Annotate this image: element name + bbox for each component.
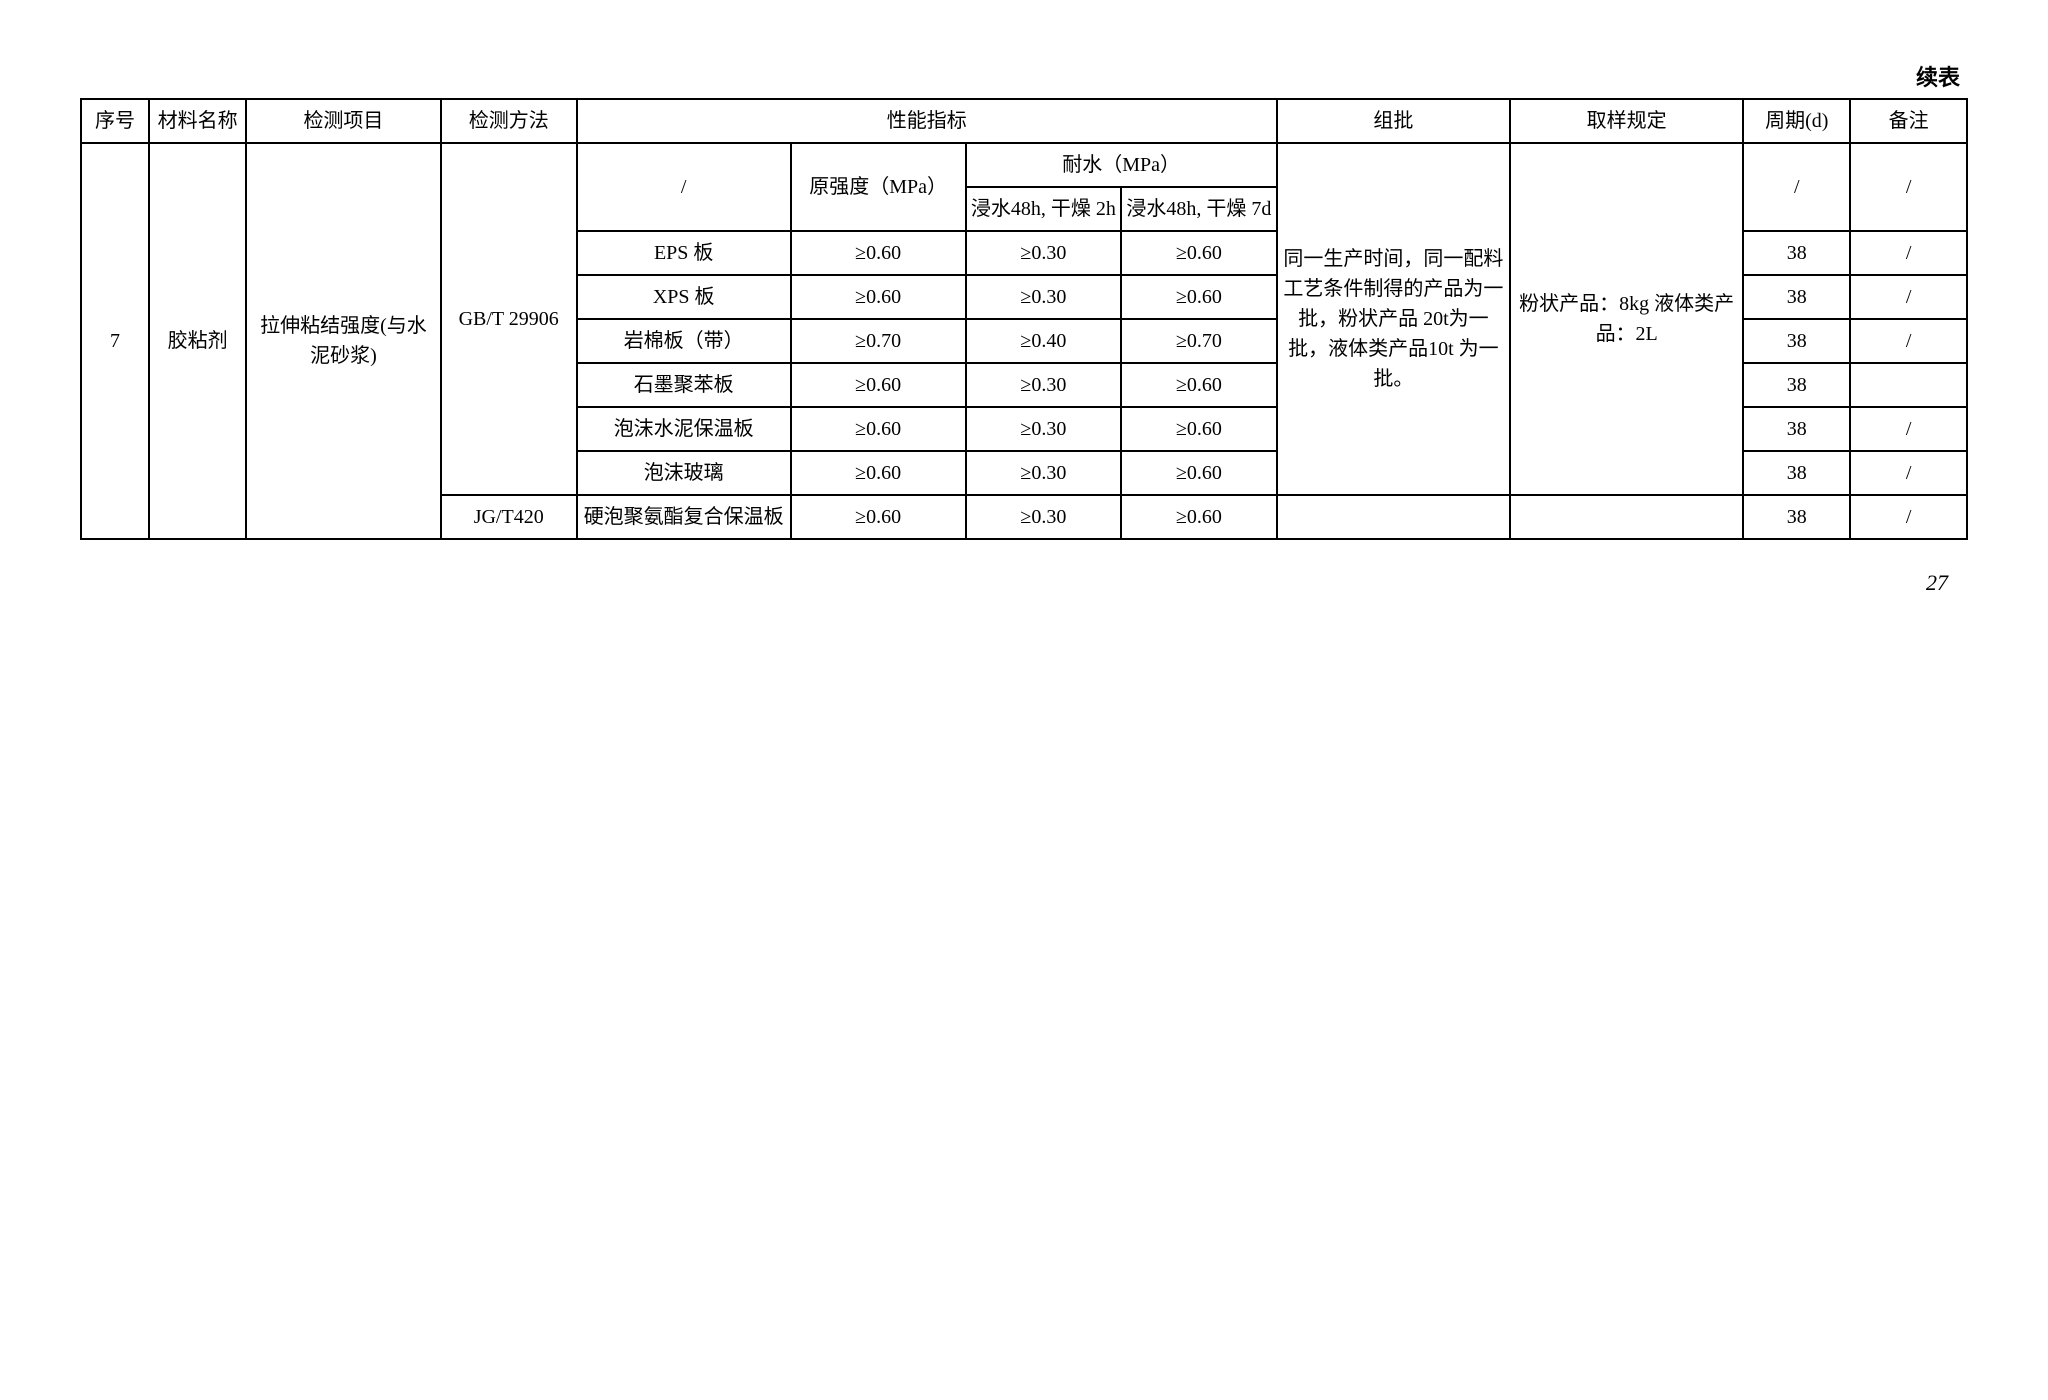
cell-name: 岩棉板（带） xyxy=(577,319,791,363)
cell-v1: ≥0.60 xyxy=(791,407,966,451)
cell-orig-strength: 原强度（MPa） xyxy=(791,143,966,231)
header-testitem: 检测项目 xyxy=(246,99,440,143)
cell-material: 胶粘剂 xyxy=(149,143,246,539)
cell-name: 泡沫水泥保温板 xyxy=(577,407,791,451)
header-material: 材料名称 xyxy=(149,99,246,143)
cell-period-slash: / xyxy=(1743,143,1850,231)
cell-v3: ≥0.60 xyxy=(1121,407,1277,451)
cell-period: 38 xyxy=(1743,319,1850,363)
cell-batch: 同一生产时间，同一配料工艺条件制得的产品为一批，粉状产品 20t为一批，液体类产… xyxy=(1277,143,1510,495)
table-row: 7 胶粘剂 拉伸粘结强度(与水泥砂浆) GB/T 29906 / 原强度（MPa… xyxy=(81,143,1967,187)
cell-v3: ≥0.60 xyxy=(1121,275,1277,319)
cell-slash: / xyxy=(577,143,791,231)
cell-note: / xyxy=(1850,231,1967,275)
cell-sampling-empty xyxy=(1510,495,1743,539)
cell-v3: ≥0.70 xyxy=(1121,319,1277,363)
cell-v2: ≥0.30 xyxy=(966,231,1122,275)
cell-v2: ≥0.30 xyxy=(966,451,1122,495)
cell-note xyxy=(1850,363,1967,407)
cell-water-resist: 耐水（MPa） xyxy=(966,143,1277,187)
cell-v1: ≥0.60 xyxy=(791,275,966,319)
cell-name: 硬泡聚氨酯复合保温板 xyxy=(577,495,791,539)
cell-sampling: 粉状产品：8kg 液体类产品：2L xyxy=(1510,143,1743,495)
spec-table: 序号 材料名称 检测项目 检测方法 性能指标 组批 取样规定 周期(d) 备注 … xyxy=(80,98,1968,540)
cell-v3: ≥0.60 xyxy=(1121,451,1277,495)
table-header-row: 序号 材料名称 检测项目 检测方法 性能指标 组批 取样规定 周期(d) 备注 xyxy=(81,99,1967,143)
cell-period: 38 xyxy=(1743,275,1850,319)
cell-period: 38 xyxy=(1743,407,1850,451)
cell-name: XPS 板 xyxy=(577,275,791,319)
cell-v2: ≥0.30 xyxy=(966,407,1122,451)
cell-period: 38 xyxy=(1743,363,1850,407)
page-number: 27 xyxy=(80,570,1968,596)
cell-name: EPS 板 xyxy=(577,231,791,275)
header-performance: 性能指标 xyxy=(577,99,1277,143)
cell-name: 石墨聚苯板 xyxy=(577,363,791,407)
cell-note: / xyxy=(1850,451,1967,495)
cell-note: / xyxy=(1850,407,1967,451)
cell-method2: JG/T420 xyxy=(441,495,577,539)
cell-soak-2h: 浸水48h, 干燥 2h xyxy=(966,187,1122,231)
cell-v1: ≥0.60 xyxy=(791,495,966,539)
cell-v2: ≥0.40 xyxy=(966,319,1122,363)
header-method: 检测方法 xyxy=(441,99,577,143)
cell-note-slash: / xyxy=(1850,143,1967,231)
header-sampling: 取样规定 xyxy=(1510,99,1743,143)
cell-note: / xyxy=(1850,495,1967,539)
cell-period: 38 xyxy=(1743,231,1850,275)
cell-batch-empty xyxy=(1277,495,1510,539)
cell-v3: ≥0.60 xyxy=(1121,231,1277,275)
cell-period: 38 xyxy=(1743,451,1850,495)
cell-v2: ≥0.30 xyxy=(966,495,1122,539)
cell-v1: ≥0.60 xyxy=(791,231,966,275)
cell-note: / xyxy=(1850,275,1967,319)
header-note: 备注 xyxy=(1850,99,1967,143)
cell-method1: GB/T 29906 xyxy=(441,143,577,495)
cell-v2: ≥0.30 xyxy=(966,363,1122,407)
cell-v1: ≥0.60 xyxy=(791,363,966,407)
continuation-label: 续表 xyxy=(80,60,1968,92)
header-seq: 序号 xyxy=(81,99,149,143)
cell-v2: ≥0.30 xyxy=(966,275,1122,319)
cell-v1: ≥0.60 xyxy=(791,451,966,495)
cell-name: 泡沫玻璃 xyxy=(577,451,791,495)
cell-period: 38 xyxy=(1743,495,1850,539)
cell-v1: ≥0.70 xyxy=(791,319,966,363)
cell-note: / xyxy=(1850,319,1967,363)
cell-seq: 7 xyxy=(81,143,149,539)
header-batch: 组批 xyxy=(1277,99,1510,143)
cell-v3: ≥0.60 xyxy=(1121,495,1277,539)
header-period: 周期(d) xyxy=(1743,99,1850,143)
cell-v3: ≥0.60 xyxy=(1121,363,1277,407)
cell-testitem: 拉伸粘结强度(与水泥砂浆) xyxy=(246,143,440,539)
cell-soak-7d: 浸水48h, 干燥 7d xyxy=(1121,187,1277,231)
